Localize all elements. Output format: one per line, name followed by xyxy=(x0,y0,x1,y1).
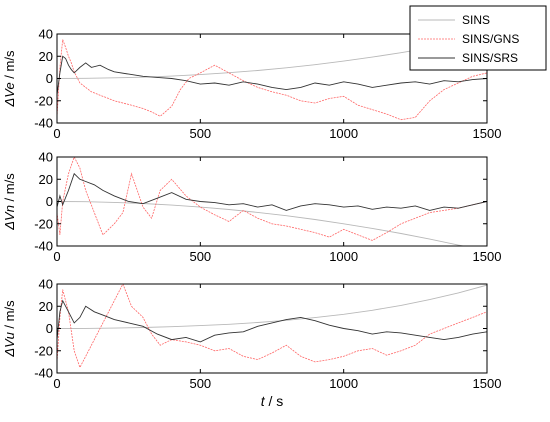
y-tick-label: 20 xyxy=(39,172,53,187)
subplot-ve: ΔVe / m/s 0 500 1000 1500 40 20 0 -20 -40 xyxy=(2,27,501,142)
series-line-sins-gns-vu xyxy=(57,284,487,369)
legend-label: SINS/GNS xyxy=(462,32,519,46)
y-axis-unit-vu: / m/s xyxy=(2,300,17,332)
y-axis-symbol-vn: ΔVn xyxy=(2,205,17,231)
series-line-sins-gns-vn xyxy=(57,157,487,241)
y-axis-unit-vn: / m/s xyxy=(2,173,17,205)
x-tick-label: 500 xyxy=(189,376,211,391)
y-axis-label-vn: ΔVn / m/s xyxy=(2,173,17,231)
y-tick-label: 0 xyxy=(46,194,53,209)
y-tick-label: -40 xyxy=(34,239,53,254)
x-axis-unit: / s xyxy=(265,393,284,409)
y-axis-symbol-vu: ΔVu xyxy=(2,332,17,357)
series-line-sins-srs-vu xyxy=(57,299,487,343)
y-axis-symbol-ve: ΔVe xyxy=(2,82,17,107)
y-tick-label: 0 xyxy=(46,71,53,86)
y-tick-label: 0 xyxy=(46,321,53,336)
subplot-vu: ΔVu / m/s t / s 0 500 1000 1500 40 20 0 -20 -40 xyxy=(2,277,501,410)
y-tick-label: 20 xyxy=(39,299,53,314)
legend-box xyxy=(409,5,547,71)
series-line-sins-vu xyxy=(57,284,487,329)
plot-area-vu xyxy=(57,284,487,369)
legend-label: SINS xyxy=(462,13,490,27)
axes-frame-vn xyxy=(56,156,488,247)
y-tick-label: 40 xyxy=(39,277,53,292)
x-axis-symbol: t xyxy=(261,393,266,409)
axes-frame-vu xyxy=(56,283,488,374)
legend-label: SINS/SRS xyxy=(462,51,518,65)
y-tick-label: 20 xyxy=(39,49,53,64)
y-axis-unit-ve: / m/s xyxy=(2,50,17,82)
y-tick-label: -20 xyxy=(34,93,53,108)
y-tick-label: -40 xyxy=(34,366,53,381)
x-tick-label: 0 xyxy=(53,249,60,264)
plot-area-vn xyxy=(57,157,487,246)
x-tick-label: 0 xyxy=(53,376,60,391)
y-tick-label: -20 xyxy=(34,216,53,231)
y-tick-label: -40 xyxy=(34,116,53,131)
x-tick-label: 1000 xyxy=(329,249,358,264)
series-line-sins-srs-ve xyxy=(57,55,487,96)
series-line-sins-vn xyxy=(57,201,466,246)
y-axis-label-ve: ΔVe / m/s xyxy=(2,50,17,107)
y-axis-label-vu: ΔVu / m/s xyxy=(2,300,17,358)
subplot-vn: ΔVn / m/s 0 500 1000 1500 40 20 0 -20 -40 xyxy=(2,150,501,265)
y-tick-label: 40 xyxy=(39,27,53,42)
series-line-sins-srs-vn xyxy=(57,172,487,211)
x-tick-label: 1500 xyxy=(473,249,502,264)
x-tick-label: 1500 xyxy=(473,126,502,141)
x-tick-label: 1000 xyxy=(329,376,358,391)
x-tick-label: 0 xyxy=(53,126,60,141)
x-tick-label: 500 xyxy=(189,126,211,141)
x-tick-label: 500 xyxy=(189,249,211,264)
y-tick-label: 40 xyxy=(39,150,53,165)
x-axis-label: t / s xyxy=(261,393,284,409)
x-tick-label: 1500 xyxy=(473,376,502,391)
x-tick-label: 1000 xyxy=(329,126,358,141)
legend: SINS SINS/GNS SINS/SRS xyxy=(409,5,547,71)
y-tick-label: -20 xyxy=(34,343,53,358)
